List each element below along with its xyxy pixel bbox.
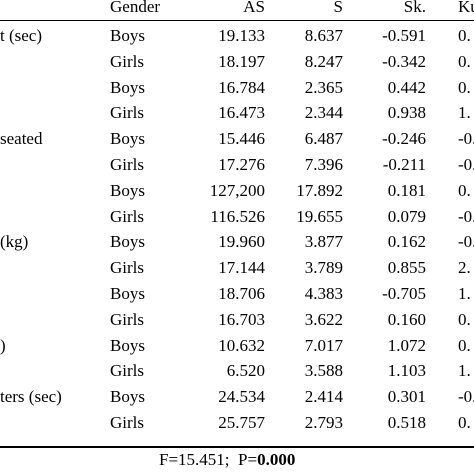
sk-cell: -0.246 bbox=[382, 129, 426, 148]
sk-cell: -0.342 bbox=[382, 52, 426, 71]
as-cell: 24.534 bbox=[218, 387, 265, 406]
ku-cell: 2. bbox=[458, 258, 471, 277]
s-cell: 17.892 bbox=[296, 181, 343, 200]
sk-cell: 0.301 bbox=[387, 387, 426, 406]
row-label: ters (sec) bbox=[0, 387, 62, 406]
as-cell: 18.706 bbox=[218, 284, 265, 303]
sk-cell: 0.162 bbox=[387, 232, 426, 251]
sk-cell: 1.072 bbox=[387, 336, 426, 355]
row-label: (kg) bbox=[0, 232, 29, 251]
ku-cell: -0. bbox=[458, 387, 474, 406]
ku-cell: 0. bbox=[458, 78, 471, 97]
ku-cell: -0. bbox=[458, 232, 474, 251]
ku-cell: 0. bbox=[458, 181, 471, 200]
as-cell: 17.276 bbox=[218, 155, 265, 174]
gender-cell: Girls bbox=[110, 310, 144, 329]
sk-cell: 0.442 bbox=[387, 78, 426, 97]
s-cell: 8.247 bbox=[304, 52, 343, 71]
header-as: AS bbox=[243, 0, 265, 16]
s-cell: 2.793 bbox=[304, 413, 343, 432]
row-label: seated bbox=[0, 129, 43, 148]
as-cell: 16.784 bbox=[218, 78, 265, 97]
gender-cell: Boys bbox=[110, 387, 145, 406]
s-cell: 19.655 bbox=[296, 207, 343, 226]
ku-cell: -0. bbox=[458, 155, 474, 174]
gender-cell: Boys bbox=[110, 284, 145, 303]
s-cell: 3.789 bbox=[304, 258, 343, 277]
s-cell: 2.414 bbox=[304, 387, 343, 406]
as-cell: 19.960 bbox=[218, 232, 265, 251]
ku-cell: 1. bbox=[458, 284, 471, 303]
header-s: S bbox=[333, 0, 343, 16]
gender-cell: Boys bbox=[110, 232, 145, 251]
row-label: ) bbox=[0, 336, 6, 355]
s-cell: 7.396 bbox=[304, 155, 343, 174]
ku-cell: 0. bbox=[458, 52, 471, 71]
as-cell: 16.703 bbox=[218, 310, 265, 329]
ku-cell: 0. bbox=[458, 26, 471, 45]
header-ku: Ku bbox=[458, 0, 474, 16]
ku-cell: 0. bbox=[458, 310, 471, 329]
row-label: t (sec) bbox=[0, 26, 43, 45]
ku-cell: 0. bbox=[458, 336, 471, 355]
gender-cell: Boys bbox=[110, 336, 145, 355]
s-cell: 4.383 bbox=[304, 284, 343, 303]
ku-cell: -0. bbox=[458, 207, 474, 226]
s-cell: 7.017 bbox=[304, 336, 343, 355]
gender-cell: Girls bbox=[110, 207, 144, 226]
sk-cell: -0.211 bbox=[382, 155, 426, 174]
sk-cell: 1.103 bbox=[387, 361, 426, 380]
as-cell: 15.446 bbox=[218, 129, 265, 148]
gender-cell: Boys bbox=[110, 26, 145, 45]
s-cell: 8.637 bbox=[304, 26, 343, 45]
sk-cell: 0.181 bbox=[387, 181, 426, 200]
as-cell: 127,200 bbox=[209, 181, 265, 200]
gender-cell: Girls bbox=[110, 361, 144, 380]
header-sk: Sk. bbox=[403, 0, 426, 16]
ku-cell: 0. bbox=[458, 413, 471, 432]
as-cell: 16.473 bbox=[218, 103, 265, 122]
bottom-rule bbox=[0, 446, 474, 448]
p-label: P= bbox=[238, 450, 258, 469]
sk-cell: 0.160 bbox=[387, 310, 426, 329]
s-cell: 2.365 bbox=[304, 78, 343, 97]
sk-cell: 0.938 bbox=[387, 103, 426, 122]
gender-cell: Girls bbox=[110, 155, 144, 174]
as-cell: 19.133 bbox=[218, 26, 265, 45]
as-cell: 6.520 bbox=[226, 361, 265, 380]
s-cell: 3.588 bbox=[304, 361, 343, 380]
as-cell: 17.144 bbox=[218, 258, 265, 277]
sk-cell: 0.855 bbox=[387, 258, 426, 277]
footer-stats: F=15.451; P=0.000 bbox=[0, 450, 474, 470]
as-cell: 25.757 bbox=[218, 413, 265, 432]
p-value: 0.000 bbox=[257, 450, 296, 469]
s-cell: 3.877 bbox=[304, 232, 343, 251]
gender-cell: Girls bbox=[110, 413, 144, 432]
gender-cell: Girls bbox=[110, 103, 144, 122]
ku-cell: 1. bbox=[458, 361, 471, 380]
gender-cell: Girls bbox=[110, 52, 144, 71]
header-rule bbox=[0, 20, 474, 21]
gender-cell: Boys bbox=[110, 129, 145, 148]
sk-cell: -0.591 bbox=[382, 26, 426, 45]
gender-cell: Boys bbox=[110, 181, 145, 200]
as-cell: 10.632 bbox=[218, 336, 265, 355]
ku-cell: -0. bbox=[458, 129, 474, 148]
sk-cell: 0.518 bbox=[387, 413, 426, 432]
as-cell: 18.197 bbox=[218, 52, 265, 71]
sk-cell: 0.079 bbox=[387, 207, 426, 226]
s-cell: 6.487 bbox=[304, 129, 343, 148]
s-cell: 2.344 bbox=[304, 103, 343, 122]
gender-cell: Girls bbox=[110, 258, 144, 277]
ku-cell: 1. bbox=[458, 103, 471, 122]
f-statistic: F=15.451; bbox=[159, 450, 230, 469]
gender-cell: Boys bbox=[110, 78, 145, 97]
as-cell: 116.526 bbox=[210, 207, 265, 226]
sk-cell: -0.705 bbox=[382, 284, 426, 303]
s-cell: 3.622 bbox=[304, 310, 343, 329]
header-gender: Gender bbox=[110, 0, 161, 16]
